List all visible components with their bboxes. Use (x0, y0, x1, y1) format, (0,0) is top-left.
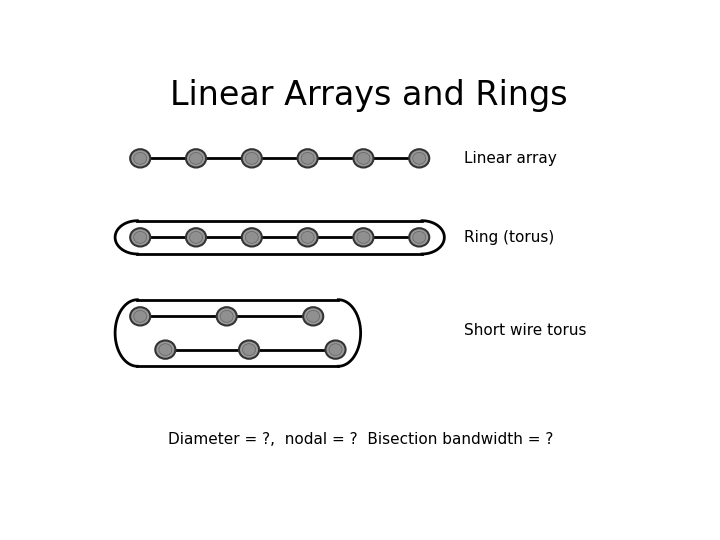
Ellipse shape (409, 228, 429, 246)
Ellipse shape (303, 307, 323, 326)
Ellipse shape (297, 228, 318, 246)
Ellipse shape (307, 310, 320, 322)
Text: Linear array: Linear array (464, 151, 557, 166)
Ellipse shape (186, 228, 206, 246)
Ellipse shape (301, 232, 314, 244)
Ellipse shape (409, 149, 429, 167)
Ellipse shape (357, 152, 370, 164)
Ellipse shape (354, 228, 374, 246)
Ellipse shape (189, 152, 202, 164)
Text: Diameter = ?,  nodal = ?  Bisection bandwidth = ?: Diameter = ?, nodal = ? Bisection bandwi… (168, 431, 554, 447)
Ellipse shape (246, 152, 258, 164)
Ellipse shape (220, 310, 233, 322)
Ellipse shape (130, 307, 150, 326)
Text: Linear Arrays and Rings: Linear Arrays and Rings (170, 79, 568, 112)
Ellipse shape (134, 232, 147, 244)
Ellipse shape (242, 228, 262, 246)
Text: Ring (torus): Ring (torus) (464, 230, 554, 245)
Ellipse shape (130, 149, 150, 167)
Ellipse shape (186, 149, 206, 167)
Ellipse shape (413, 232, 426, 244)
Ellipse shape (189, 232, 202, 244)
Ellipse shape (413, 152, 426, 164)
Ellipse shape (134, 310, 147, 322)
Ellipse shape (297, 149, 318, 167)
Ellipse shape (329, 343, 342, 355)
Ellipse shape (239, 341, 259, 359)
Ellipse shape (246, 232, 258, 244)
Text: Short wire torus: Short wire torus (464, 323, 586, 339)
Ellipse shape (156, 341, 176, 359)
Ellipse shape (217, 307, 237, 326)
Ellipse shape (325, 341, 346, 359)
Ellipse shape (243, 343, 256, 355)
Ellipse shape (130, 228, 150, 246)
Ellipse shape (134, 152, 147, 164)
Ellipse shape (242, 149, 262, 167)
Ellipse shape (357, 232, 370, 244)
Ellipse shape (159, 343, 172, 355)
Ellipse shape (301, 152, 314, 164)
Ellipse shape (354, 149, 374, 167)
